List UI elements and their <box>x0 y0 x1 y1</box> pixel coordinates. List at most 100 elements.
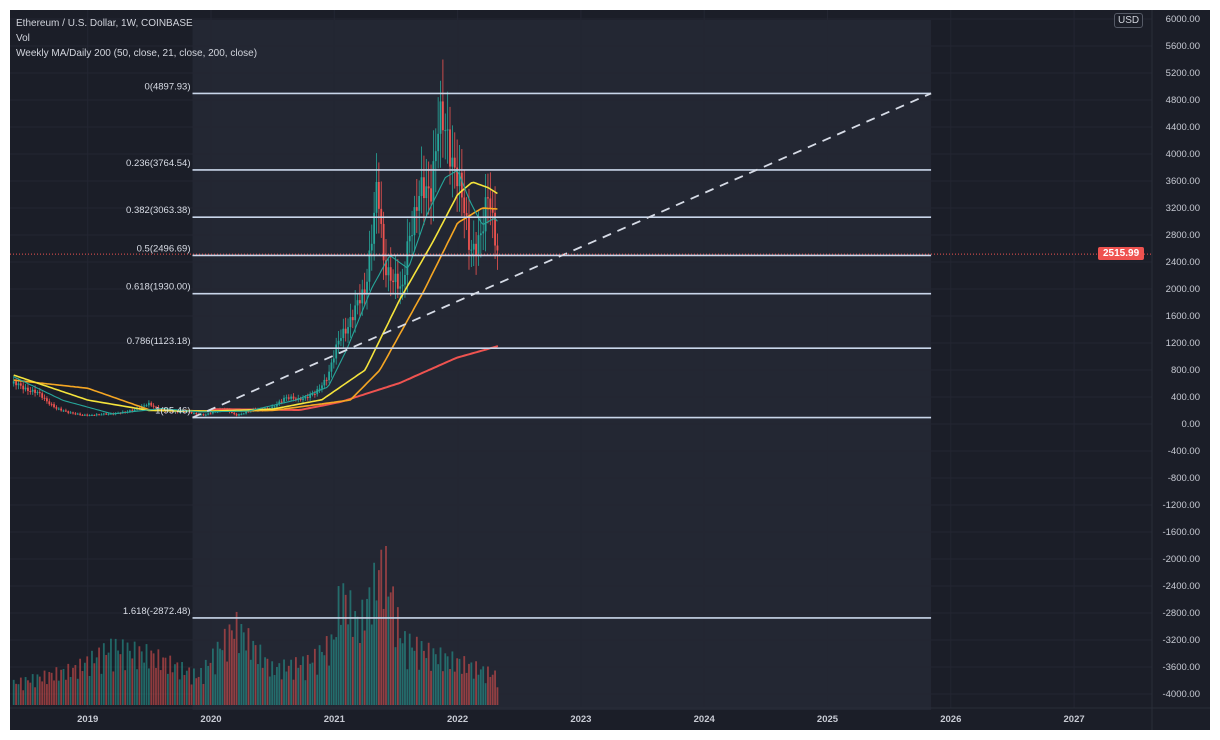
volume-bar <box>209 662 212 705</box>
volume-bar <box>57 680 60 705</box>
volume-bar <box>98 647 100 705</box>
volume-bar <box>271 661 274 705</box>
candle-body <box>441 101 444 131</box>
y-tick-label: -1200.00 <box>1162 500 1200 511</box>
volume-bar <box>166 673 169 705</box>
symbol-title: Ethereum / U.S. Dollar, 1W, COINBASE <box>16 18 193 29</box>
volume-bar <box>449 669 451 705</box>
candle-body <box>373 212 376 244</box>
candle-body <box>356 300 359 306</box>
volume-bar <box>401 643 404 705</box>
fib-level-label: 0.5(2496.69) <box>137 243 191 254</box>
y-tick-label: 4000.00 <box>1166 149 1200 160</box>
fib-range-background <box>192 20 932 710</box>
volume-bar <box>46 684 48 705</box>
candle-body <box>453 157 456 168</box>
volume-bar <box>238 653 240 705</box>
candle-body <box>147 402 150 406</box>
candle-body <box>321 385 323 389</box>
candle-body <box>342 328 345 339</box>
candle-body <box>396 273 399 289</box>
last-price-label: 2515.99 <box>1098 247 1145 260</box>
candle-body <box>430 188 432 202</box>
volume-bar <box>387 596 390 705</box>
volume-bar <box>470 662 473 705</box>
volume-bar <box>176 662 179 705</box>
volume-bar <box>19 677 22 705</box>
candle-body <box>88 414 91 416</box>
candle-body <box>46 398 48 402</box>
y-tick-label: -400.00 <box>1168 446 1200 457</box>
candle-body <box>27 387 29 391</box>
y-tick-label: 3600.00 <box>1166 176 1200 187</box>
volume-bar <box>157 649 160 705</box>
volume-bar <box>114 638 117 705</box>
volume-bar <box>413 650 416 705</box>
y-tick-label: 2000.00 <box>1166 284 1200 295</box>
ma-indicator-label[interactable]: Weekly MA/Daily 200 (50, close, 21, clos… <box>16 48 258 59</box>
volume-bar <box>133 641 136 705</box>
volume-bar <box>423 650 425 705</box>
fib-level-label: 1.618(-2872.48) <box>123 606 191 617</box>
candle-body <box>347 327 349 334</box>
candle-body <box>48 401 51 405</box>
volume-bar <box>110 638 112 705</box>
candle-body <box>406 241 409 275</box>
candle-body <box>133 409 136 411</box>
volume-bar <box>95 657 98 705</box>
candle-body <box>110 413 112 415</box>
volume-bar <box>211 648 214 705</box>
candle-body <box>418 195 421 211</box>
dashed-trendline <box>192 92 932 419</box>
volume-bar <box>377 570 380 705</box>
volume-bar <box>432 648 435 705</box>
volume-bar <box>83 662 86 705</box>
volume-bar <box>36 674 39 705</box>
candle-body <box>53 404 55 408</box>
candle-body <box>150 402 153 406</box>
y-tick-label: 400.00 <box>1171 392 1200 403</box>
volume-bar <box>185 670 188 705</box>
volume-bar <box>22 690 25 705</box>
candle-body <box>351 317 354 321</box>
volume-bar <box>496 687 499 705</box>
candle-body <box>93 414 96 416</box>
y-tick-label: -2800.00 <box>1162 608 1200 619</box>
candle-body <box>413 207 416 236</box>
volume-bar <box>190 684 193 705</box>
x-tick-label: 2023 <box>570 714 591 725</box>
volume-bar <box>242 632 245 705</box>
volume-bar <box>140 651 143 705</box>
volume-bar <box>404 631 406 705</box>
volume-bar <box>12 679 15 705</box>
candle-body <box>178 411 181 413</box>
volume-indicator-label[interactable]: Vol <box>16 33 30 44</box>
candle-body <box>325 379 328 381</box>
fib-level-label: 0.236(3764.54) <box>126 158 190 169</box>
volume-bar <box>204 659 207 705</box>
candle-body <box>375 181 378 213</box>
candle-body <box>107 413 110 415</box>
volume-bar <box>408 633 411 705</box>
candle-body <box>380 208 383 224</box>
candle-body <box>230 412 233 414</box>
volume-bar <box>81 671 84 705</box>
candle-body <box>211 411 214 414</box>
fib-level-label: 1(95.46) <box>155 406 190 417</box>
candle-body <box>131 410 134 412</box>
candle-body <box>489 198 492 209</box>
volume-bar <box>261 667 264 705</box>
volume-bar <box>458 658 461 705</box>
volume-bar <box>373 562 376 705</box>
currency-button[interactable]: USD <box>1114 13 1144 28</box>
candle-body <box>64 410 67 412</box>
candle-body <box>91 414 93 416</box>
candle-body <box>233 412 236 415</box>
volume-bar <box>359 643 361 705</box>
volume-bar <box>164 657 167 705</box>
candle-body <box>328 371 330 381</box>
candle-body <box>155 406 157 408</box>
candle-body <box>349 317 352 328</box>
volume-bar <box>48 671 51 705</box>
